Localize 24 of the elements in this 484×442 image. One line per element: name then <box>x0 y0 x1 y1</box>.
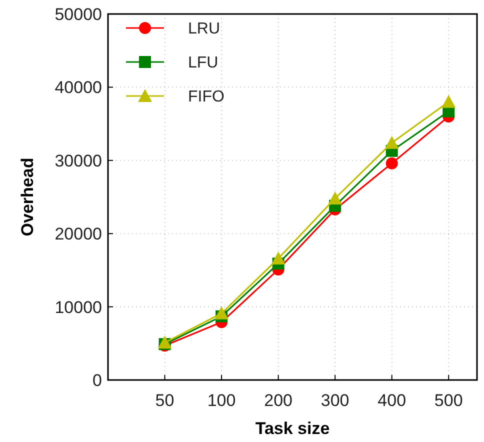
x-tick-label: 500 <box>434 391 463 410</box>
x-axis-title: Task size <box>255 419 330 438</box>
legend-label: FIFO <box>188 88 224 106</box>
y-tick-label: 20000 <box>54 224 102 244</box>
y-tick-label: 30000 <box>54 151 102 170</box>
point <box>158 336 172 349</box>
legend-label: LRU <box>188 20 220 38</box>
point <box>214 306 229 320</box>
x-tick-label: 100 <box>207 391 236 410</box>
x-tick-label: 50 <box>155 391 174 410</box>
x-tick-label: 400 <box>378 391 406 410</box>
y-tick-label: 50000 <box>54 4 102 24</box>
y-tick-label: 0 <box>92 370 102 390</box>
y-axis-title: Overhead <box>18 158 37 236</box>
x-tick-label: 300 <box>320 391 350 410</box>
point <box>442 94 456 108</box>
point <box>386 157 398 170</box>
point <box>328 191 342 204</box>
legend-label: LFU <box>188 54 218 72</box>
y-tick-label: 10000 <box>54 298 102 317</box>
point <box>271 251 286 264</box>
x-tick-label: 200 <box>264 391 292 410</box>
point <box>384 136 399 149</box>
y-tick-label: 40000 <box>54 78 102 98</box>
